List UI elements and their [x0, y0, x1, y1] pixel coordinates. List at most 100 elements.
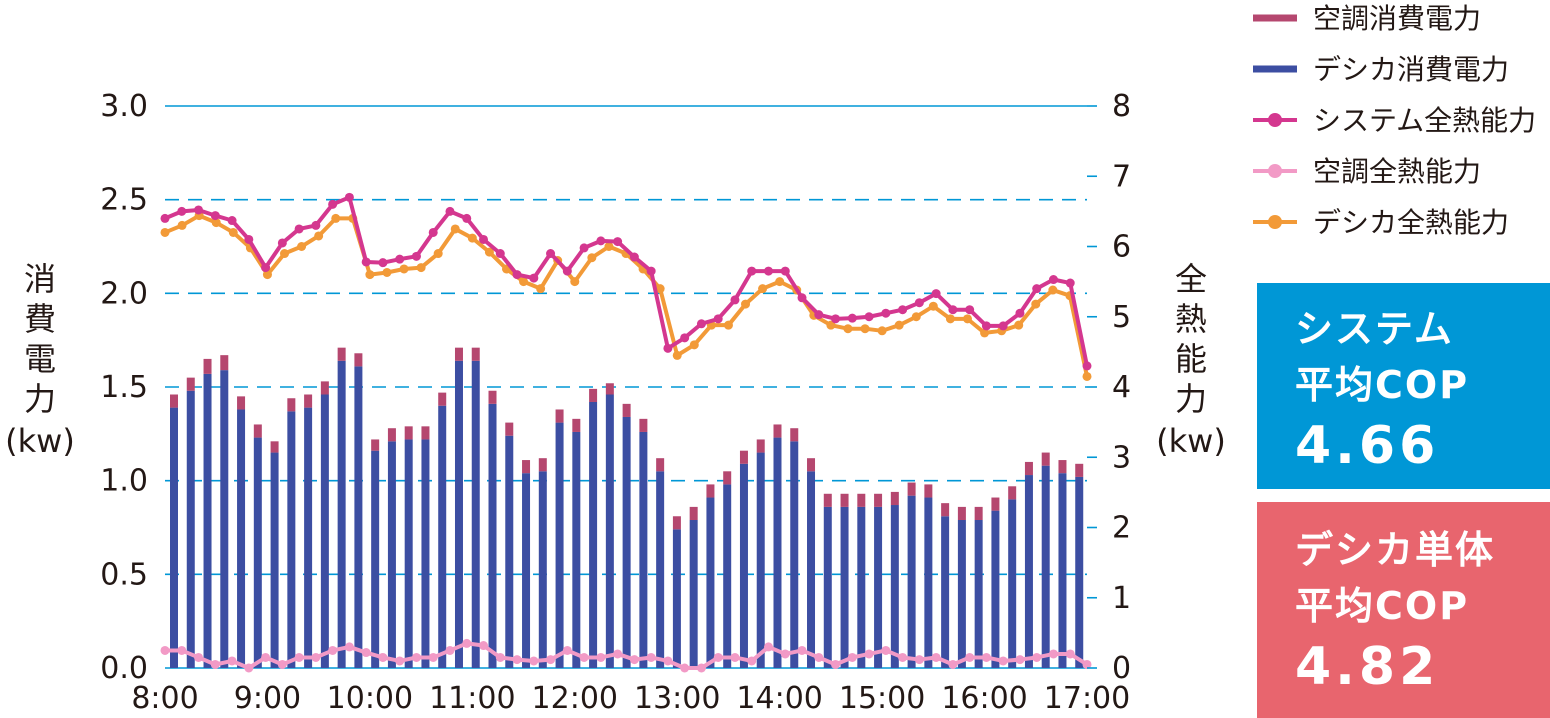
desica-power-bar-15: [421, 439, 430, 668]
desica-capacity-point-48: [980, 328, 990, 338]
ac-power-bar-14: [404, 426, 413, 440]
desica-capacity-point-35: [758, 284, 768, 294]
system-capacity-point-24: [562, 266, 572, 276]
ac-capacity-point-25: [579, 652, 589, 662]
ac-capacity-point-32: [696, 663, 706, 673]
system-capacity-point-28: [629, 252, 639, 262]
ac-capacity-point-2: [194, 652, 204, 662]
ac-power-bar-46: [941, 503, 950, 517]
ac-power-bar-38: [807, 458, 816, 472]
desica-power-bar-49: [991, 510, 1000, 668]
desica-capacity-point-15: [416, 263, 426, 273]
desica-capacity-line: [164, 213, 1089, 377]
ac-power-bar-10: [337, 347, 346, 361]
ac-capacity-point-24: [562, 645, 572, 655]
ac-capacity-point-23: [546, 655, 556, 665]
desica-capacity-point-17: [450, 224, 460, 234]
desica-power-bar-53: [1058, 473, 1067, 668]
desica-power-bar-11: [354, 366, 363, 668]
system-capacity-point-9: [311, 220, 321, 230]
desica-power-bar-33: [723, 484, 732, 668]
ac-capacity-point-36: [763, 642, 773, 652]
ac-capacity-point-20: [495, 652, 505, 662]
desica-power-bar-27: [622, 416, 631, 668]
x-tick-11:00: 11:00: [429, 681, 515, 716]
ac-power-bar-47: [957, 506, 966, 521]
left-axis-char-1: 費: [24, 300, 56, 338]
system-capacity-point-39: [814, 310, 824, 320]
ac-capacity-point-12: [361, 648, 371, 658]
right-tick-1: 1: [1112, 581, 1131, 616]
ac-power-bar-2: [203, 358, 212, 374]
system-capacity-point-53: [1048, 275, 1058, 285]
desica-cop-value: 4.82: [1295, 637, 1440, 697]
system-capacity-point-11: [344, 192, 354, 202]
ac-capacity-point-35: [747, 656, 757, 666]
system-capacity-point-51: [1015, 308, 1025, 318]
left-axis-ticks: 0.0 0.5 1.0 1.5 2.0 2.5 3.0: [100, 89, 148, 686]
ac-power-bar-0: [170, 394, 178, 408]
ac-power-bar-23: [555, 409, 564, 423]
system-capacity-point-34: [730, 295, 740, 305]
desica-capacity-point-50: [1014, 320, 1024, 330]
right-axis-char-1: 熱: [1175, 300, 1207, 338]
desica-capacity-point-31: [689, 340, 699, 350]
system-cop-line2: 平均COP: [1295, 363, 1470, 407]
ac-capacity-point-40: [831, 659, 841, 669]
desica-capacity-point-33: [723, 320, 733, 330]
ac-capacity-point-7: [277, 659, 287, 669]
desica-power-bar-8: [304, 407, 313, 668]
ac-power-bar-48: [974, 506, 983, 521]
desica-power-bar-38: [807, 471, 816, 668]
desica-power-bar-41: [857, 506, 866, 668]
desica-power-bar-50: [1008, 499, 1017, 668]
desica-power-bar-0: [170, 407, 178, 668]
desica-power-bar-5: [253, 437, 262, 668]
desica-power-bar-23: [555, 422, 564, 668]
system-capacity-point-1: [177, 206, 187, 216]
ac-power-bar-44: [907, 482, 916, 496]
desica-capacity-point-46: [945, 314, 955, 324]
left-tick-1.0: 1.0: [100, 464, 148, 499]
ac-capacity-point-54: [1065, 649, 1075, 659]
desica-power-bar-43: [890, 505, 899, 668]
right-axis-label: 全熱能力 (kw): [1156, 260, 1226, 460]
ac-power-bar-29: [656, 458, 665, 472]
desica-power-bar-48: [974, 520, 983, 668]
system-capacity-point-29: [646, 266, 656, 276]
system-capacity-point-17: [445, 206, 455, 216]
ac-capacity-point-16: [428, 652, 438, 662]
desica-capacity-point-52: [1048, 285, 1058, 295]
desica-power-bar-35: [756, 452, 765, 668]
system-capacity-point-49: [981, 321, 991, 331]
desica-cop-line2: 平均COP: [1295, 584, 1470, 628]
system-cop-panel: システム 平均COP 4.66: [1257, 283, 1550, 489]
desica-capacity-point-8: [297, 242, 307, 251]
x-tick-15:00: 15:00: [839, 681, 925, 716]
desica-capacity-point-30: [672, 350, 682, 360]
ac-power-bar-26: [605, 383, 614, 395]
ac-power-bar-37: [790, 428, 799, 442]
left-axis-char-0: 消: [24, 260, 56, 298]
desica-capacity-point-36: [775, 277, 785, 287]
desica-power-bar-21: [522, 473, 531, 668]
legend-label-4: デシカ全熱能力: [1313, 206, 1509, 239]
system-capacity-point-18: [462, 213, 472, 223]
desica-capacity-point-14: [399, 264, 409, 274]
desica-capacity-point-43: [894, 320, 904, 330]
desica-capacity-point-42: [877, 326, 887, 336]
ac-power-bar-13: [387, 428, 396, 442]
desica-power-bar-31: [689, 520, 698, 668]
desica-capacity-point-40: [843, 324, 853, 334]
system-capacity-point-27: [613, 237, 623, 247]
desica-capacity-point-39: [826, 320, 836, 330]
x-tick-8:00: 8:00: [131, 681, 198, 716]
right-tick-6: 6: [1112, 230, 1131, 265]
desica-power-bar-51: [1024, 475, 1033, 668]
desica-capacity-point-13: [382, 267, 392, 277]
ac-power-bar-16: [438, 392, 447, 406]
system-capacity-point-50: [998, 321, 1008, 331]
x-tick-14:00: 14:00: [736, 681, 822, 716]
desica-power-bar-4: [237, 409, 246, 668]
